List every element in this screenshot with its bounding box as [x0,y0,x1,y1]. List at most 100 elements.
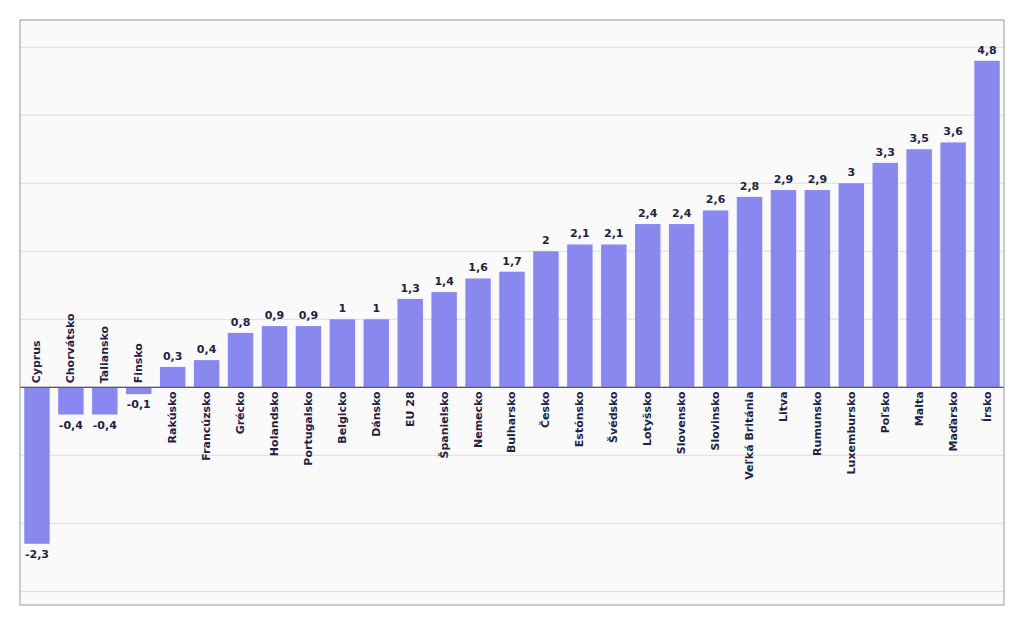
data-label: -0,4 [93,419,117,432]
bar [58,387,83,414]
bar [839,183,864,387]
data-label: 2,4 [638,207,658,220]
category-label: Rakúsko [166,391,179,444]
bar [92,387,117,414]
bar [228,333,253,387]
bar [262,326,287,387]
bar [635,224,660,387]
bars [24,61,1000,544]
data-label: 0,8 [231,316,251,329]
data-label: 2,6 [706,193,726,206]
bar [330,319,355,387]
category-label: Francúzsko [200,391,213,461]
data-label: 2,1 [570,227,590,240]
category-label: Veľká Británia [743,391,756,480]
category-label: Česko [539,391,552,428]
category-label: Slovinsko [709,391,722,451]
plot-frame [20,20,1004,605]
data-label: -0,4 [59,419,83,432]
data-label: 2,8 [740,180,760,193]
data-label: 0,9 [299,309,319,322]
data-label: 3,6 [943,125,963,138]
bar [533,251,558,387]
grid-line [20,47,1004,48]
category-label: Írsko [981,391,994,422]
data-label: 3,3 [875,146,895,159]
bar [601,244,626,387]
category-label: Belgicko [336,391,349,444]
category-label: Bulharsko [506,391,519,453]
category-label: Chorvátsko [64,313,77,383]
data-label: 1,4 [434,275,454,288]
bar [771,190,796,387]
bar [499,272,524,388]
data-label: 2,1 [604,227,624,240]
bar [296,326,321,387]
category-label: Slovensko [675,391,688,454]
chart: Cyprus Chorvátsko Taliansko Finsko Rakúsko Fr… [0,0,1024,625]
category-label: Estónsko [573,391,586,447]
baseline [20,387,1004,388]
bar [873,163,898,387]
data-label: 4,8 [977,44,997,57]
category-label: Rumunsko [811,391,824,456]
category-label: Španielsko [438,391,451,459]
category-label: Finsko [132,343,145,384]
bar [703,210,728,387]
bar [940,142,965,387]
data-label: -2,3 [25,548,49,561]
data-label: 1,3 [400,282,420,295]
data-label: 2,4 [672,207,692,220]
data-label: 1,7 [502,255,522,268]
category-label: EU 28 [404,391,417,427]
category-label: Litva [777,391,790,422]
data-label: 1 [339,302,347,315]
data-labels: -2,3 -0,4 -0,4 -0,1 0,3 0,4 0,8 0,9 0,9 1 1 1,3 1,4 1… [25,44,997,561]
bar [974,61,999,388]
bar [465,278,490,387]
category-label: Cyprus [30,340,43,383]
category-label: Nemecko [472,391,485,448]
category-label: Švédsko [607,391,620,443]
bar [805,190,830,387]
grid [20,47,1004,591]
data-label: 0,9 [265,309,285,322]
bar [906,149,931,387]
bar [431,292,456,387]
category-label: Malta [913,391,926,426]
data-label: 1 [372,302,380,315]
category-label: Dánsko [370,391,383,437]
data-label: 3,5 [909,132,929,145]
plot-background [20,20,1004,605]
category-label: Portugalsko [302,391,315,466]
grid-line [20,523,1004,524]
grid-line [20,115,1004,116]
category-labels: Cyprus Chorvátsko Taliansko Finsko Rakúsko Fr… [30,313,993,480]
grid-line [20,591,1004,592]
data-label: 3 [847,166,855,179]
category-label: Poľsko [879,391,892,433]
data-label: 1,6 [468,261,488,274]
bar [194,360,219,387]
bar [397,299,422,387]
data-label: -0,1 [127,398,151,411]
bar [567,244,592,387]
category-label: Holandsko [268,391,281,456]
category-label: Grécko [234,391,247,434]
bar [669,224,694,387]
category-label: Luxembursko [845,391,858,475]
data-label: 2,9 [808,173,828,186]
data-label: 2 [542,234,550,247]
bar [24,387,49,543]
bar [737,197,762,387]
bar [160,367,185,387]
bar [126,387,151,394]
category-label: Taliansko [98,325,111,383]
data-label: 2,9 [774,173,794,186]
bar [364,319,389,387]
data-label: 0,3 [163,350,183,363]
baseline [20,387,1004,388]
data-label: 0,4 [197,343,217,356]
category-label: Maďarsko [947,391,960,452]
category-label: Lotyšsko [641,391,654,446]
